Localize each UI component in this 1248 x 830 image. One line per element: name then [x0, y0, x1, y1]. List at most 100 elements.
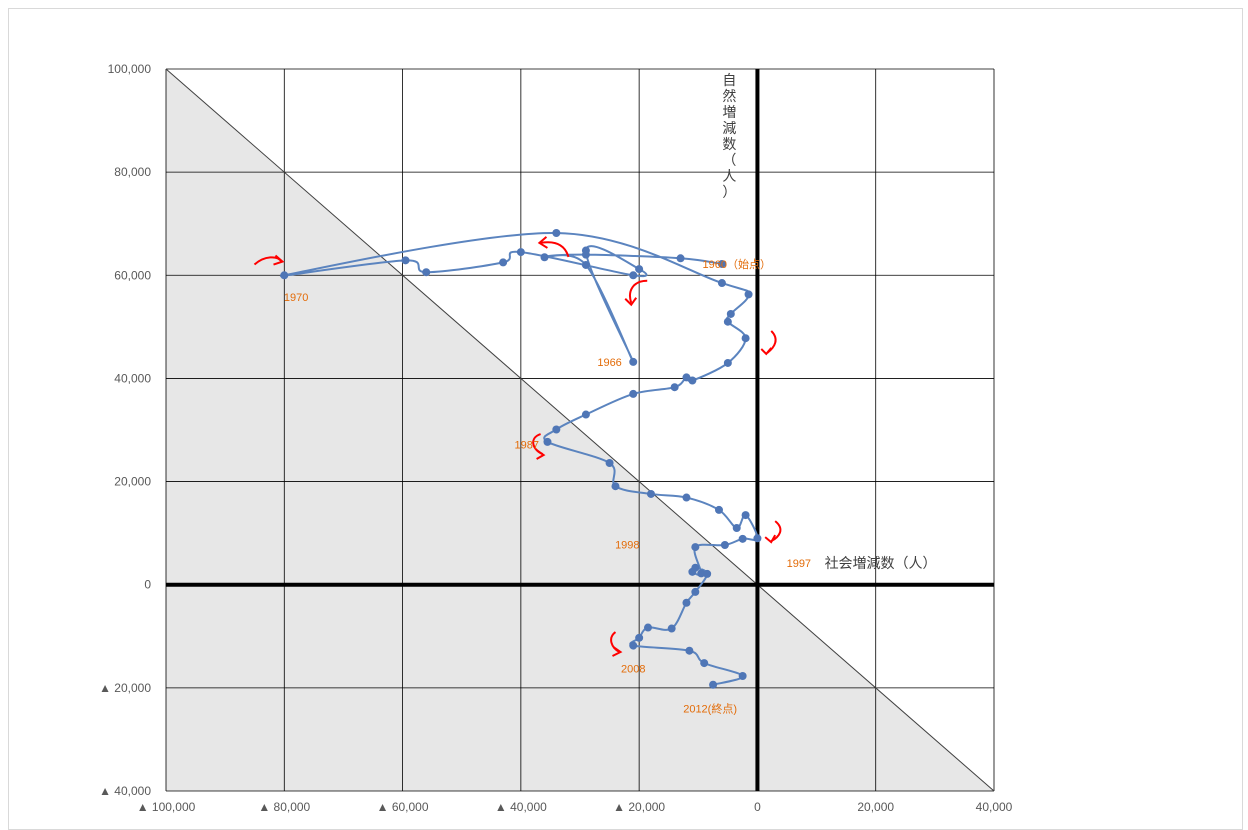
data-point [635, 265, 644, 274]
data-point [723, 317, 732, 326]
data-point [691, 563, 700, 572]
y-tick-label: 20,000 [114, 475, 151, 489]
arrow-icon [624, 279, 648, 307]
data-point [543, 437, 552, 446]
year-annotations: 1960（始点） 1970 1966 1987 1998 1997 2008 2012(終点) [284, 257, 811, 716]
y-tick-label: 80,000 [114, 165, 151, 179]
data-point [635, 633, 644, 642]
data-point [691, 543, 700, 552]
year-annotation: 2008 [621, 663, 645, 675]
y-tick-label: 100,000 [108, 62, 152, 76]
data-point [611, 482, 620, 491]
arrow-head [612, 646, 623, 657]
data-point [744, 290, 753, 299]
arrow-curve [766, 330, 777, 354]
data-point [401, 256, 410, 265]
x-tick-label: 0 [754, 800, 761, 814]
data-point [682, 373, 691, 382]
y-axis-label-char: 人 [722, 169, 736, 185]
data-point [720, 541, 729, 550]
y-tick-label: 60,000 [114, 268, 151, 282]
arrow-curve [629, 279, 648, 304]
data-point [703, 569, 712, 578]
year-annotation: 1970 [284, 292, 308, 304]
data-point [700, 659, 709, 668]
y-axis-label-char: ） [722, 185, 736, 201]
x-tick-label: ▲ 40,000 [495, 800, 547, 814]
arrow-icon [764, 520, 782, 544]
y-axis-label-char: （ [722, 153, 736, 169]
arrow-icon [253, 254, 285, 266]
x-tick-label: ▲ 100,000 [137, 800, 196, 814]
year-annotation: 2012(終点) [683, 701, 737, 715]
arrow-head [624, 297, 638, 307]
x-tick-label: 40,000 [976, 800, 1013, 814]
data-point [516, 248, 525, 257]
data-point [732, 523, 741, 532]
data-point [714, 505, 723, 514]
data-points [280, 228, 762, 689]
data-point [691, 587, 700, 596]
data-point [667, 624, 676, 633]
arrow-icon [610, 631, 623, 657]
y-axis-label-char: 増 [722, 105, 736, 121]
data-point [540, 253, 549, 262]
data-point [717, 259, 726, 268]
y-tick-label: 40,000 [114, 371, 151, 385]
data-point [682, 493, 691, 502]
x-tick-label: ▲ 60,000 [377, 800, 429, 814]
year-annotation: 1997 [787, 558, 811, 570]
arrow-head [764, 534, 777, 544]
arrow-head [273, 254, 285, 266]
reference-diagonal-line [165, 68, 995, 792]
year-annotation: 1987 [515, 439, 539, 451]
arrow-curve [540, 241, 570, 258]
data-point [552, 228, 561, 237]
arrow-head [536, 449, 546, 460]
x-tick-label: ▲ 20,000 [613, 800, 665, 814]
data-point [552, 425, 561, 434]
grid-lines [165, 68, 995, 792]
x-tick-labels: ▲ 100,000 ▲ 80,000 ▲ 60,000 ▲ 40,000 ▲ 20,00… [137, 800, 1013, 814]
data-point [726, 309, 735, 318]
data-point [709, 680, 718, 689]
data-point [685, 646, 694, 655]
y-tick-label: ▲ 40,000 [99, 784, 151, 798]
data-point [682, 598, 691, 607]
x-tick-label: ▲ 80,000 [258, 800, 310, 814]
data-point [670, 383, 679, 392]
chart-svg: ▲ 100,000 ▲ 80,000 ▲ 60,000 ▲ 40,000 ▲ 20,00… [99, 62, 1013, 814]
series-line [280, 231, 759, 686]
data-point [280, 271, 289, 280]
y-axis-label-char: 自 [722, 73, 736, 89]
arrow-icon [537, 236, 570, 258]
data-point [676, 254, 685, 263]
data-point [688, 376, 697, 385]
data-point [581, 410, 590, 419]
data-point [629, 271, 638, 280]
x-axis-label: 社会増減数（人） [825, 555, 937, 572]
data-point [422, 268, 431, 277]
data-point [717, 279, 726, 288]
data-point [629, 357, 638, 366]
data-point [738, 671, 747, 680]
data-point [629, 641, 638, 650]
year-annotation: 1998 [615, 539, 639, 551]
year-annotation: 1966 [597, 357, 621, 369]
y-tick-label: ▲ 20,000 [99, 681, 151, 695]
data-point [629, 389, 638, 398]
y-tick-labels: 100,000 80,000 60,000 40,000 20,000 0 ▲ 20,000… [99, 62, 151, 798]
arrow-head [760, 347, 773, 356]
chart-area: ▲ 100,000 ▲ 80,000 ▲ 60,000 ▲ 40,000 ▲ 20,00… [8, 8, 1243, 830]
data-point [646, 489, 655, 498]
data-point [581, 246, 590, 255]
y-tick-label: 0 [144, 578, 151, 592]
y-axis-label-char: 減 [722, 120, 736, 137]
data-point [741, 334, 750, 343]
data-point [581, 260, 590, 269]
arrow-icon [760, 330, 777, 356]
data-point [644, 623, 653, 632]
y-axis-label-char: 数 [722, 137, 736, 153]
x-tick-label: 20,000 [857, 800, 894, 814]
